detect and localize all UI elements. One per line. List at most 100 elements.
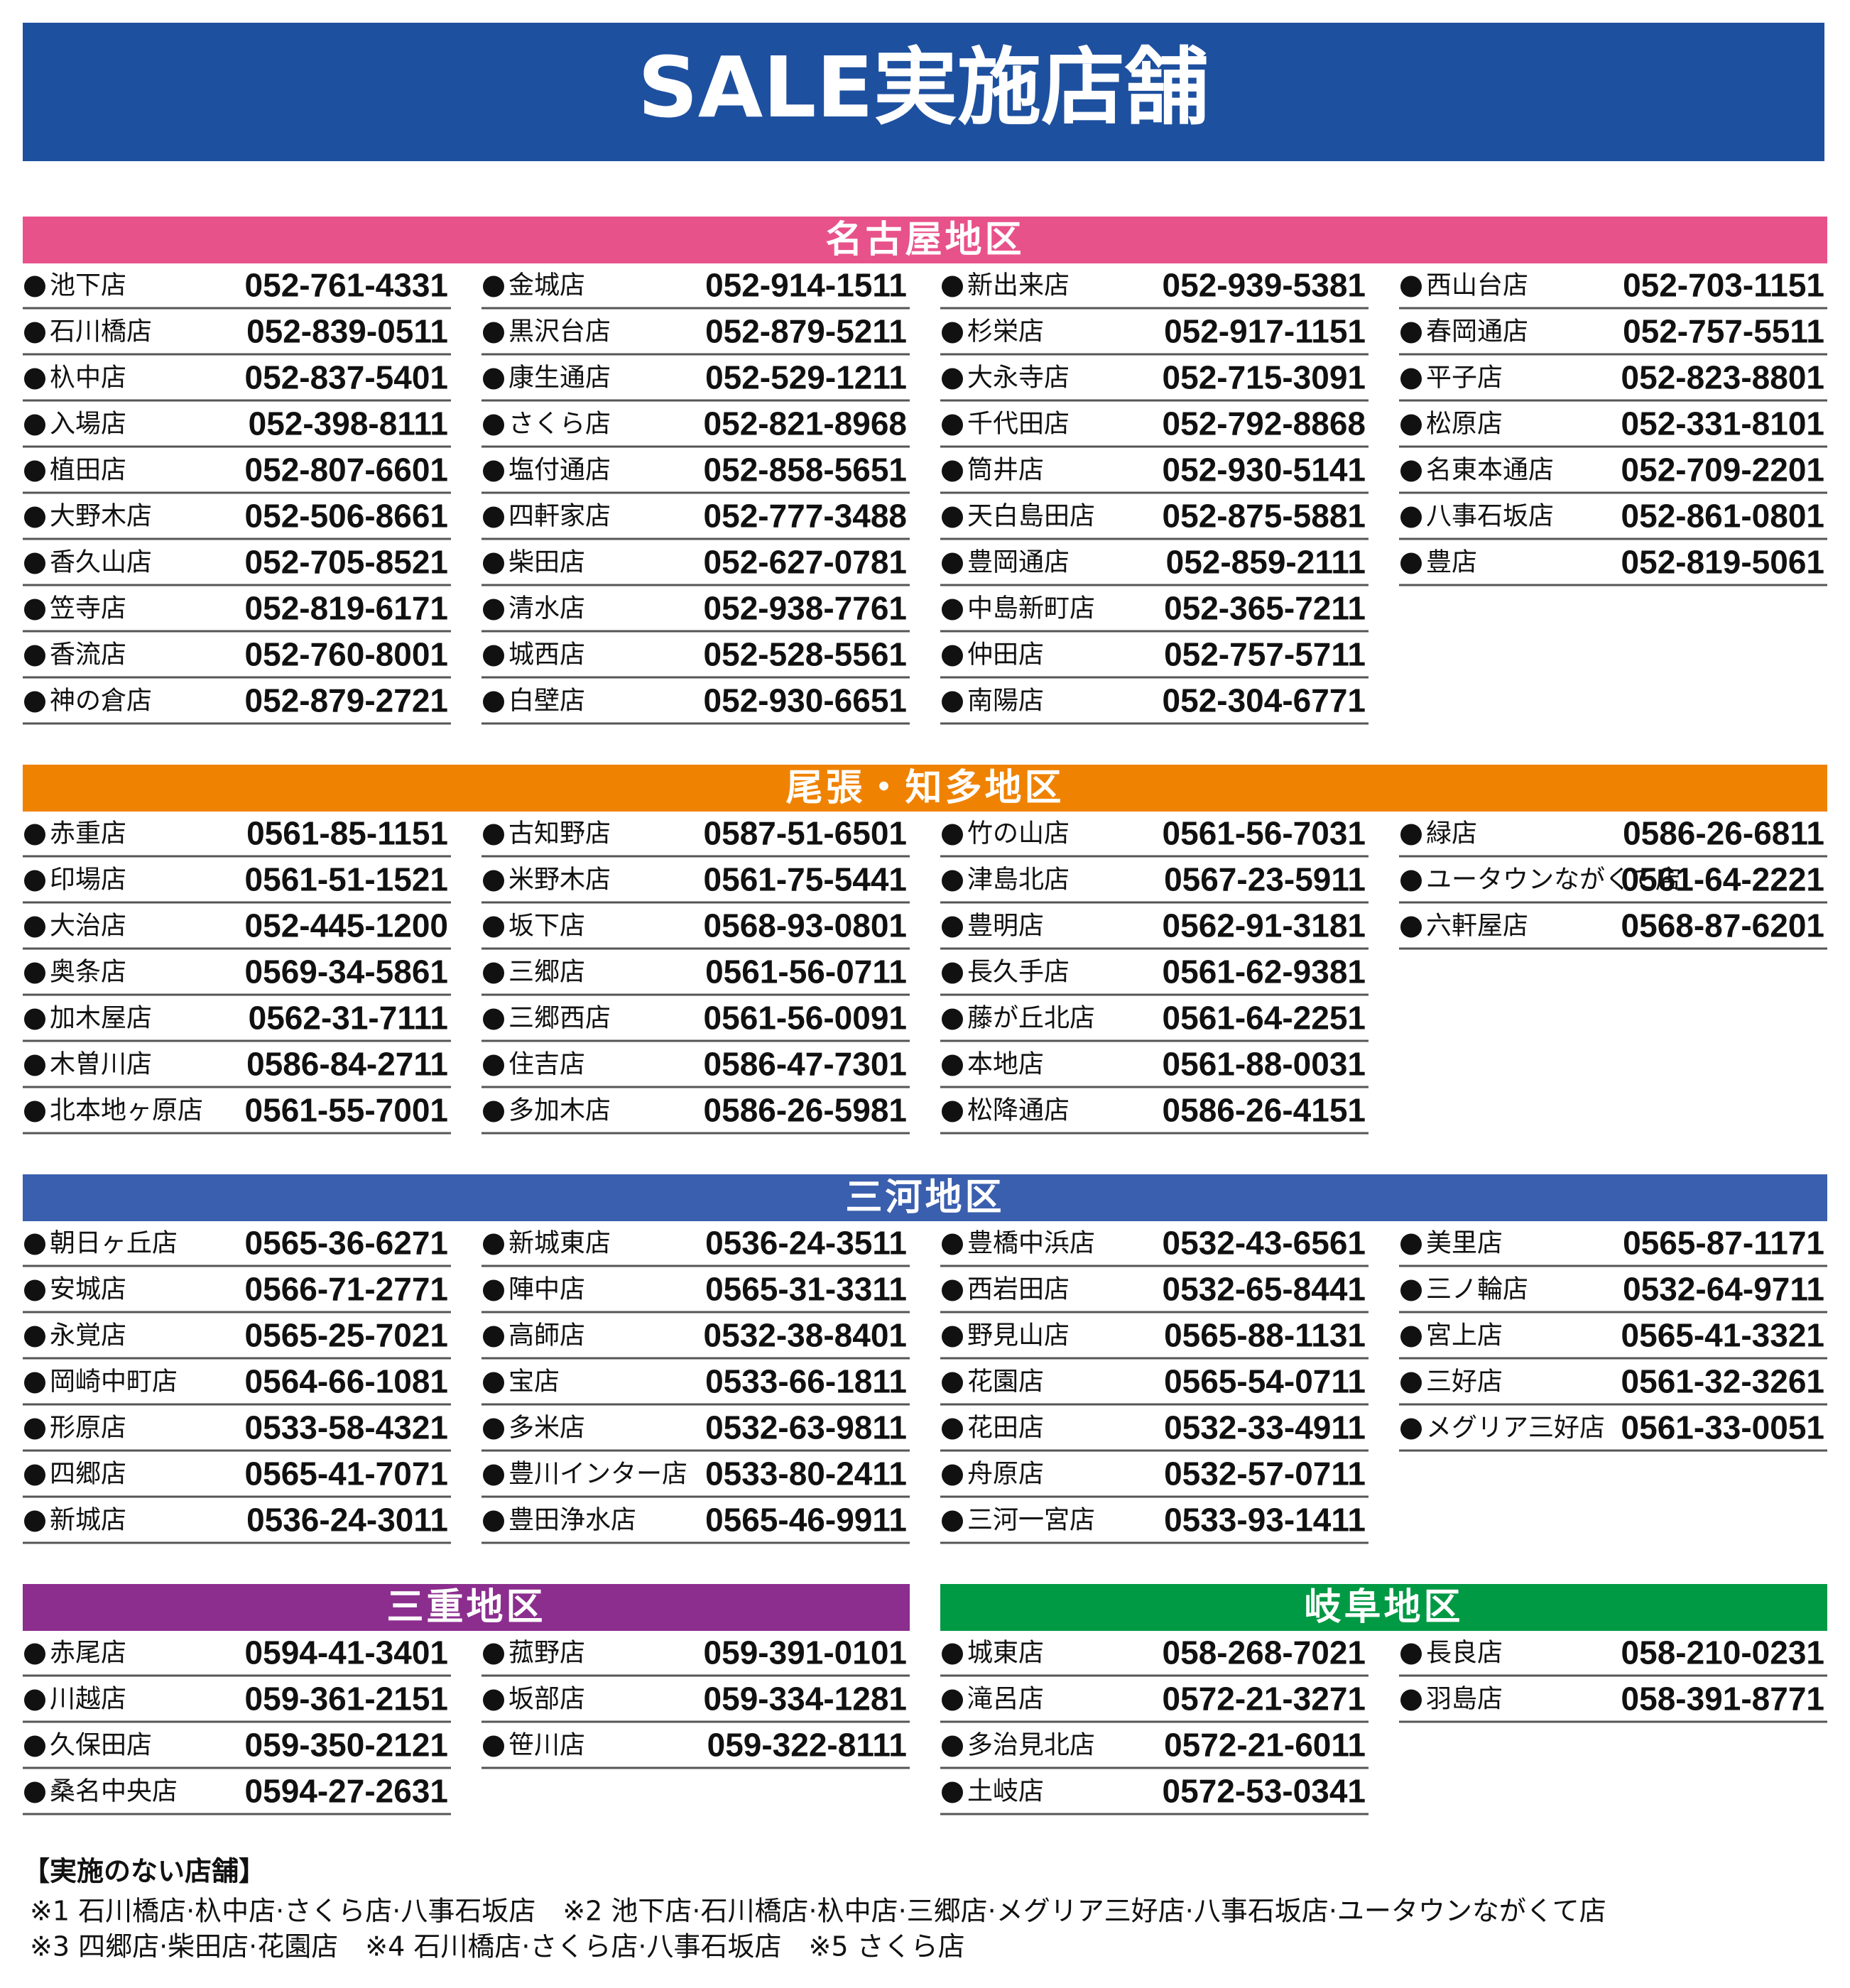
bullet: [942, 414, 963, 436]
bullet: [942, 1689, 963, 1711]
store-name: 舟原店: [967, 1460, 1044, 1489]
store-phone: 0565-88-1131: [1164, 1317, 1366, 1354]
page-title: SALE実施店舗: [638, 38, 1209, 136]
bullet: [942, 962, 963, 984]
store-phone: 052-858-5651: [704, 452, 907, 488]
bullet: [483, 460, 504, 482]
bullet: [1400, 322, 1422, 344]
store-name: 城西店: [508, 640, 585, 670]
store-name: 永覚店: [50, 1321, 126, 1350]
bullet: [24, 1643, 45, 1665]
store-name: 杉栄店: [967, 317, 1044, 346]
store-name: 赤尾店: [50, 1639, 126, 1668]
bullet: [1400, 368, 1422, 390]
bullet: [24, 1008, 45, 1030]
store-name: 形原店: [50, 1414, 126, 1443]
store-phone: 052-875-5881: [1163, 498, 1366, 535]
store-name: 宝店: [508, 1367, 560, 1397]
store-name: 多加木店: [508, 1096, 611, 1125]
store-phone: 0594-41-3401: [245, 1634, 448, 1671]
store-name: 西山台店: [1426, 271, 1528, 300]
bullet: [24, 870, 45, 892]
bullet: [483, 691, 504, 713]
store-name: 美里店: [1426, 1229, 1503, 1258]
section-title: 名古屋地区: [825, 219, 1024, 261]
bullet: [942, 1279, 963, 1301]
store-phone: 0536-24-3011: [246, 1502, 448, 1539]
store-phone: 0532-43-6561: [1163, 1225, 1366, 1262]
store-phone: 052-861-0801: [1621, 498, 1824, 535]
bullet: [483, 1689, 504, 1711]
store-phone: 052-528-5561: [704, 636, 907, 673]
store-phone: 0561-85-1151: [246, 815, 448, 852]
store-name: 柴田店: [508, 548, 585, 577]
bullet: [24, 1054, 45, 1076]
store-name: 石川橋店: [50, 317, 152, 346]
bullet: [483, 1372, 504, 1394]
store-phone: 0565-36-6271: [245, 1225, 448, 1262]
bullet: [24, 1510, 45, 1532]
store-name: 豊川インター店: [508, 1460, 687, 1489]
store-name: 西岩田店: [967, 1275, 1070, 1304]
bullet: [24, 1735, 45, 1757]
store-phone: 052-365-7211: [1164, 590, 1366, 627]
bullet: [942, 1008, 963, 1030]
store-phone: 052-760-8001: [245, 636, 448, 673]
store-phone: 059-391-0101: [704, 1634, 907, 1671]
bullet: [1400, 1326, 1422, 1348]
bullet: [1400, 414, 1422, 436]
store-phone: 058-210-0231: [1621, 1634, 1824, 1671]
store-name: 岡崎中町店: [50, 1367, 178, 1397]
store-name: 木曽川店: [50, 1050, 152, 1079]
bullet: [942, 506, 963, 528]
bullet: [1400, 1372, 1422, 1394]
store-name: 加木屋店: [50, 1004, 152, 1033]
store-phone: 0533-66-1811: [705, 1363, 907, 1400]
store-name: 金城店: [508, 271, 585, 300]
bullet: [942, 1735, 963, 1757]
store-phone: 0532-38-8401: [704, 1317, 907, 1354]
store-name: 豊田浄水店: [508, 1506, 636, 1535]
section-title: 尾張・知多地区: [785, 767, 1064, 809]
store-name: 新出来店: [967, 271, 1070, 300]
store-phone: 052-792-8868: [1163, 405, 1366, 442]
store-phone: 0561-32-3261: [1621, 1363, 1824, 1400]
bullet: [24, 645, 45, 667]
bullet: [24, 1279, 45, 1301]
bullet: [942, 1233, 963, 1255]
bullet: [24, 1100, 45, 1123]
store-phone: 0561-51-1521: [245, 861, 448, 898]
store-phone: 0533-80-2411: [705, 1456, 907, 1492]
store-name: 花田店: [967, 1414, 1044, 1443]
bullet: [24, 1372, 45, 1394]
store-phone: 052-627-0781: [704, 544, 907, 581]
store-name: 多治見北店: [967, 1731, 1095, 1760]
store-phone: 0561-56-0091: [704, 1000, 907, 1037]
note-line: ※3 四郷店·柴田店·花園店 ※4 石川橋店·さくら店·八事石坂店 ※5 さくら…: [30, 1931, 965, 1962]
store-name: 新城店: [50, 1506, 126, 1535]
store-phone: 052-821-8968: [704, 405, 907, 442]
store-name: 三ノ輪店: [1426, 1275, 1528, 1304]
store-name: 川越店: [50, 1685, 126, 1714]
store-name: 竹の山店: [967, 819, 1070, 848]
store-name: 仲田店: [967, 640, 1044, 670]
store-name: 植田店: [50, 456, 126, 485]
store-phone: 052-529-1211: [705, 359, 907, 396]
store-phone: 052-819-5061: [1621, 544, 1824, 581]
store-name: 中島新町店: [967, 594, 1095, 623]
store-name: 八事石坂店: [1426, 502, 1554, 531]
store-name: 緑店: [1426, 819, 1477, 848]
bullet: [1400, 1643, 1422, 1665]
store-name: 春岡通店: [1426, 317, 1528, 346]
store-name: 桑名中央店: [50, 1777, 178, 1806]
store-phone: 052-331-8101: [1621, 405, 1824, 442]
bullet: [483, 368, 504, 390]
store-phone: 0565-46-9911: [705, 1502, 907, 1539]
bullet: [24, 916, 45, 938]
store-phone: 0586-26-6811: [1623, 815, 1824, 852]
store-name: 豊明店: [967, 912, 1044, 941]
bullet: [24, 962, 45, 984]
store-phone: 0565-31-3311: [705, 1271, 907, 1308]
bullet: [483, 1008, 504, 1030]
store-name: 豊店: [1426, 548, 1477, 577]
